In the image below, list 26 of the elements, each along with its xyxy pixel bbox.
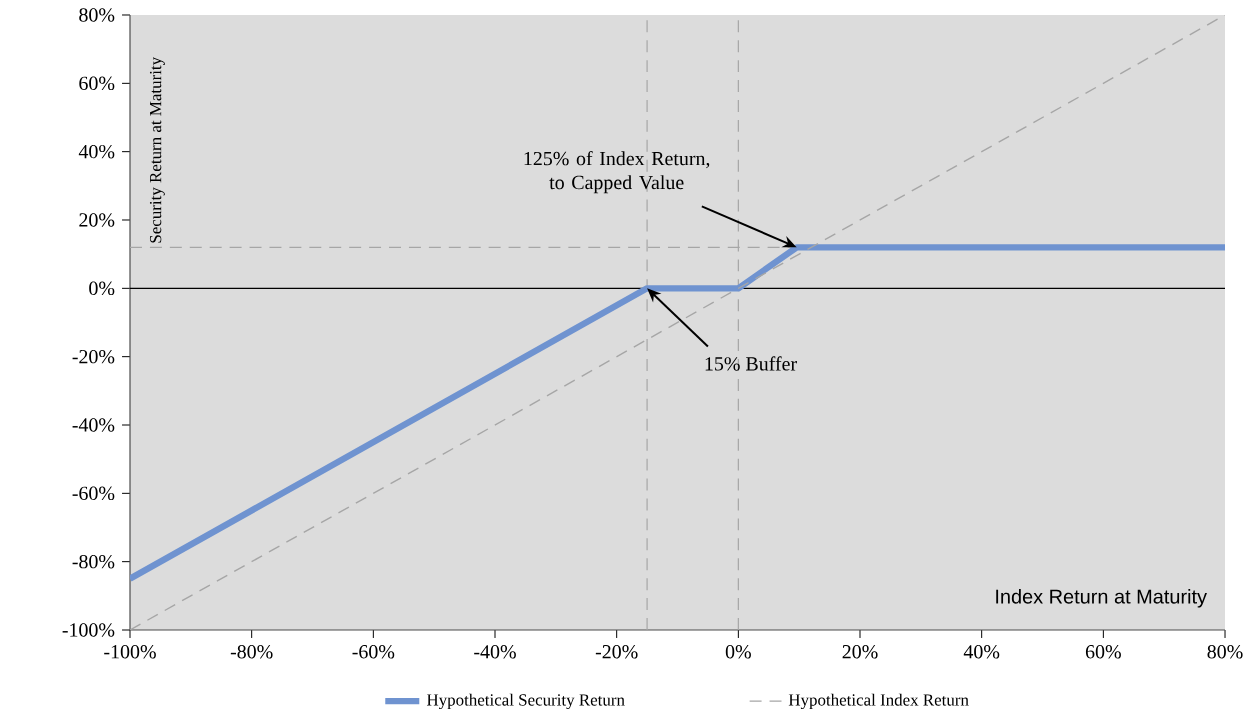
x-tick-label: 80% <box>1207 645 1243 659</box>
y-tick-label: 40% <box>78 144 115 159</box>
legend-label: Hypothetical Index Return <box>788 693 969 709</box>
x-tick-label: 20% <box>842 645 878 659</box>
x-tick-label: 0% <box>725 645 751 659</box>
x-axis-title: Index Return at Maturity <box>996 589 1207 608</box>
y-tick-label: -100% <box>62 623 115 637</box>
y-tick-label: -60% <box>72 486 115 501</box>
x-tick-label: 40% <box>963 645 1000 659</box>
annotation: 15% Buffer <box>705 356 797 371</box>
y-axis-title: Security Return at Maturity <box>149 56 165 243</box>
x-tick-label: -100% <box>104 645 156 659</box>
x-tick-label: -40% <box>474 645 516 659</box>
x-tick-label: -60% <box>352 645 395 659</box>
x-tick-label: 60% <box>1085 645 1121 659</box>
y-tick-label: 20% <box>79 213 115 227</box>
y-tick-label: 60% <box>79 76 115 91</box>
y-tick-label: 80% <box>79 8 115 22</box>
y-tick-label: -80% <box>72 554 115 569</box>
x-tick-label: -20% <box>595 645 638 659</box>
x-tick-label: -80% <box>230 645 273 659</box>
y-tick-label: 0% <box>89 281 115 296</box>
annotation: 125% of Index Return, to Capped Value <box>524 151 710 194</box>
y-tick-label: -40% <box>72 418 115 432</box>
legend-label: Hypothetical Security Return <box>426 693 625 709</box>
y-tick-label: -20% <box>72 349 115 364</box>
